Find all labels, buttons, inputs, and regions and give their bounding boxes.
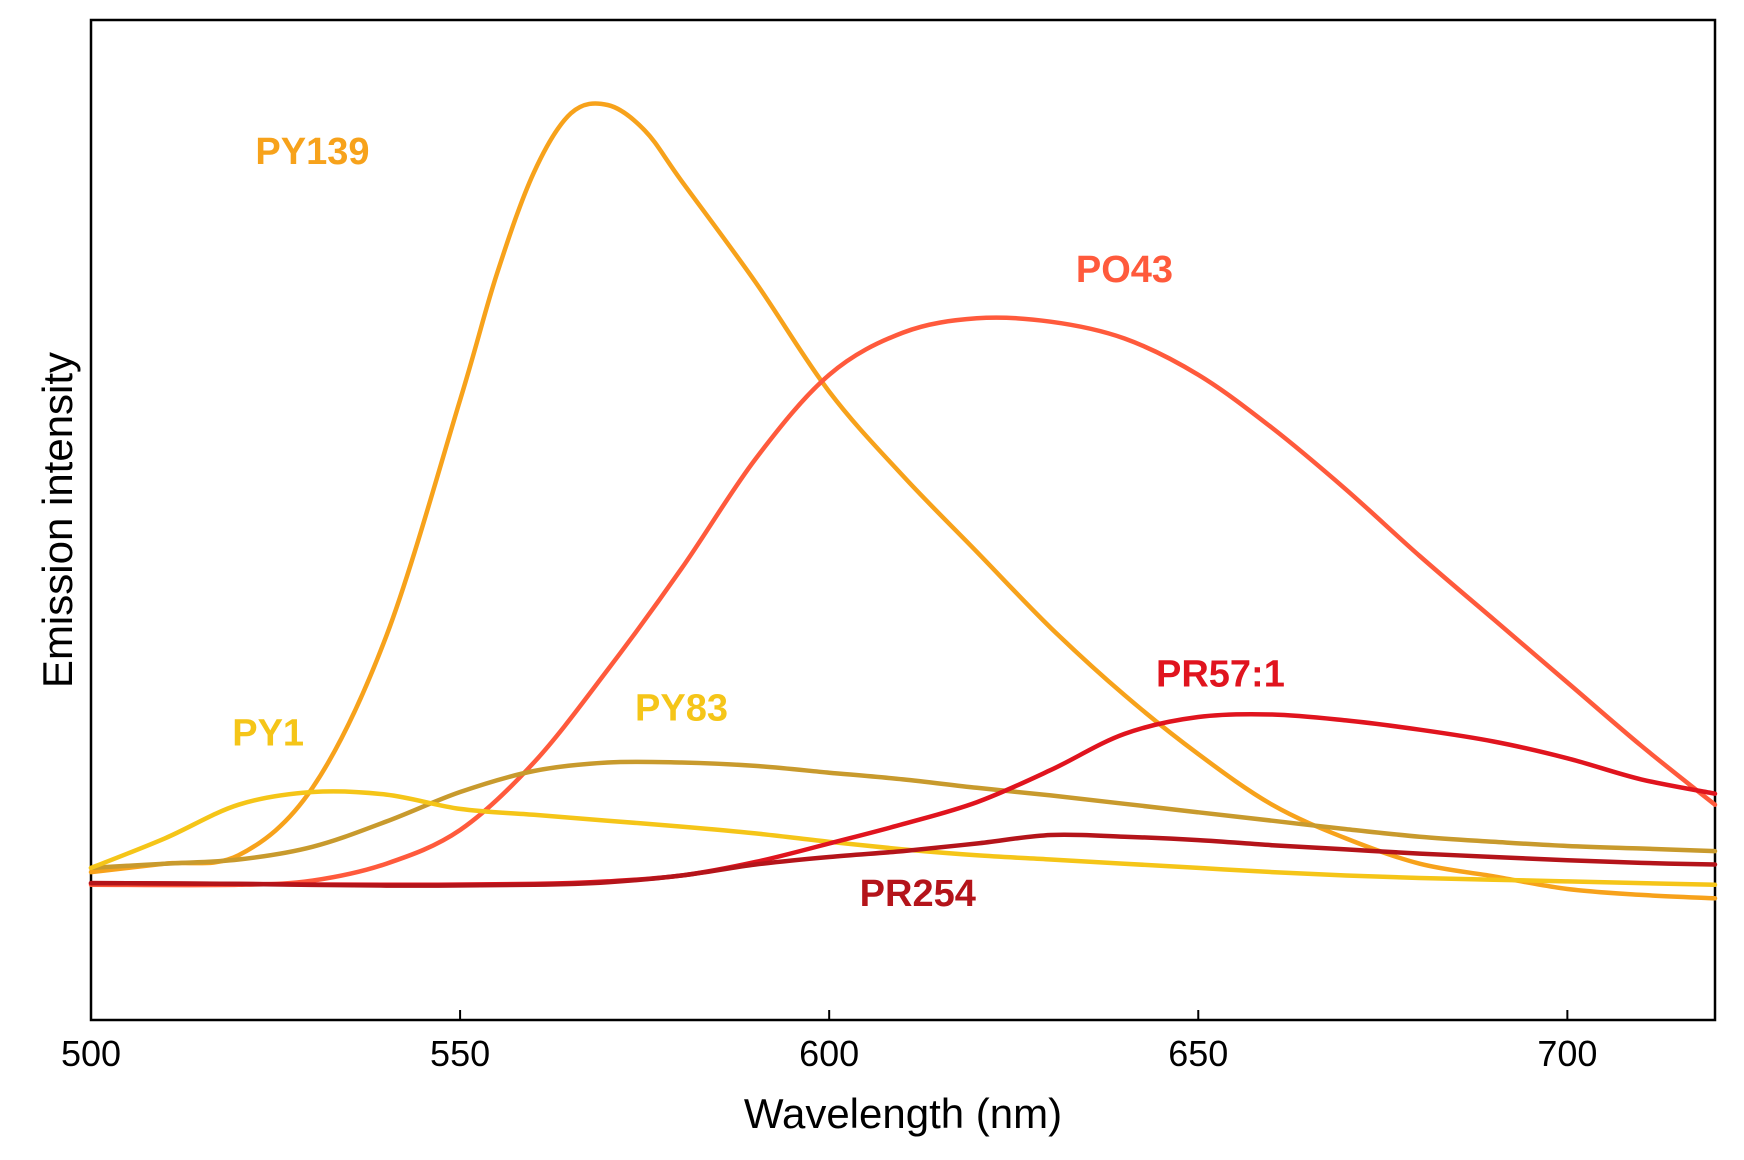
series-label-py139: PY139 — [255, 131, 369, 173]
series-label-pr571: PR57:1 — [1156, 654, 1285, 696]
series-label-pr254: PR254 — [860, 873, 976, 915]
x-axis-title: Wavelength (nm) — [744, 1090, 1062, 1137]
x-tick-label-550: 550 — [430, 1033, 490, 1074]
series-line-pr254 — [88, 832, 1718, 888]
y-axis-title: Emission intensity — [34, 352, 81, 688]
series-line-py139 — [88, 101, 1718, 901]
series-curves — [88, 101, 1718, 901]
series-label-po43: PO43 — [1076, 249, 1173, 291]
series-label-py83: PY83 — [635, 687, 728, 729]
series-line-po43 — [88, 315, 1718, 888]
x-tick-label-600: 600 — [799, 1033, 859, 1074]
x-tick-label-500: 500 — [61, 1033, 121, 1074]
x-tick-label-650: 650 — [1168, 1033, 1228, 1074]
series-label-py1: PY1 — [232, 713, 304, 755]
x-axis-ticks: 500 550 600 650 700 — [61, 1010, 1597, 1074]
x-tick-label-700: 700 — [1537, 1033, 1597, 1074]
series-labels: PY139 PO43 PY83 PY1 PR57:1 PR254 — [232, 131, 1285, 915]
series-line-py83 — [88, 759, 1718, 871]
